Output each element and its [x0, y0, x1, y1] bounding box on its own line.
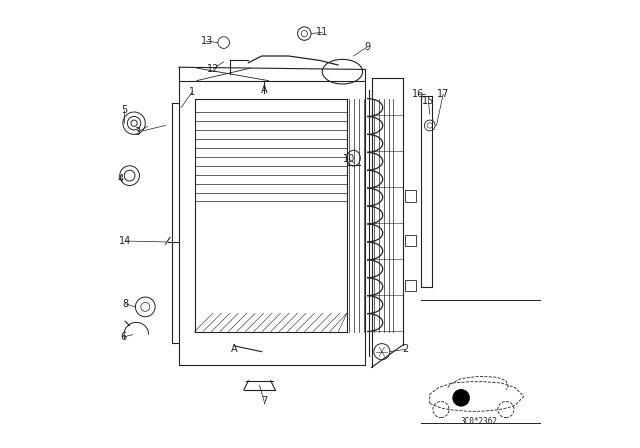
Text: 6: 6: [121, 332, 127, 342]
Text: 14: 14: [119, 236, 131, 246]
Text: 17: 17: [437, 89, 449, 99]
Text: 8: 8: [122, 299, 128, 309]
Bar: [405, 235, 417, 246]
Bar: [405, 280, 417, 291]
Text: 4: 4: [118, 174, 124, 184]
Text: 16: 16: [412, 89, 424, 99]
Text: 13: 13: [200, 36, 212, 46]
Text: 9: 9: [364, 42, 370, 52]
Text: A: A: [260, 86, 268, 95]
Text: 3C0*2362: 3C0*2362: [461, 417, 497, 426]
Bar: [405, 190, 417, 202]
Text: 7: 7: [261, 396, 267, 406]
Text: 15: 15: [422, 96, 435, 106]
Circle shape: [453, 390, 469, 406]
Text: 10: 10: [343, 154, 355, 164]
Text: 5: 5: [121, 105, 127, 115]
Text: 3: 3: [134, 127, 141, 137]
Text: 2: 2: [402, 345, 408, 354]
Text: 1: 1: [189, 87, 195, 97]
Text: 11: 11: [316, 27, 328, 37]
Text: 12: 12: [207, 64, 220, 73]
Text: A: A: [230, 344, 237, 353]
